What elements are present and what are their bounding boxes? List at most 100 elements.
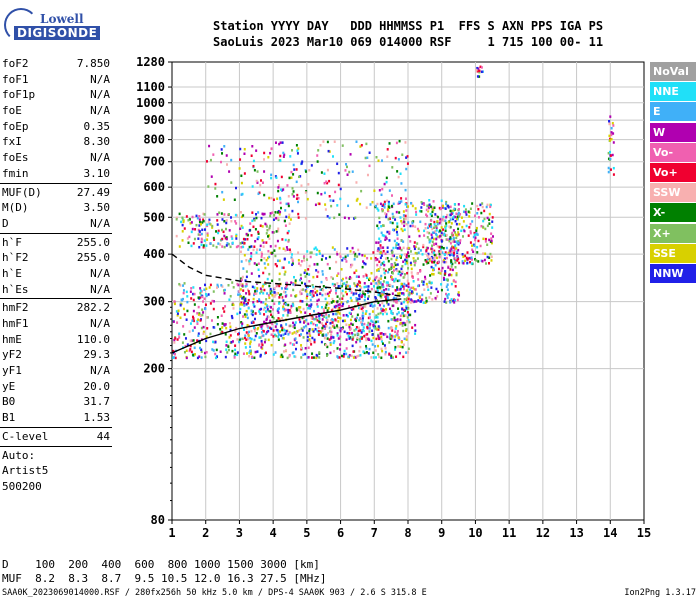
echo-point: [431, 240, 434, 244]
echo-point: [243, 304, 246, 307]
echo-point: [297, 258, 300, 262]
echo-point: [257, 268, 260, 272]
auto-scaling-text: Auto:: [2, 448, 36, 462]
echo-point: [261, 212, 264, 216]
echo-point: [380, 231, 383, 235]
echo-point: [184, 337, 187, 340]
echo-point: [190, 297, 193, 300]
echo-point: [203, 228, 206, 231]
echo-point: [225, 236, 228, 239]
echo-point: [345, 280, 348, 284]
echo-point: [450, 237, 453, 241]
echo-point: [405, 254, 408, 258]
echo-point: [610, 131, 613, 134]
echo-point: [196, 339, 199, 342]
echo-point: [310, 343, 313, 346]
echo-point: [436, 261, 439, 265]
echo-point: [393, 338, 396, 342]
echo-point: [215, 355, 218, 359]
echo-point: [259, 183, 262, 187]
echo-point: [281, 238, 284, 241]
echo-point: [380, 193, 383, 197]
echo-point: [439, 218, 442, 221]
echo-point: [384, 257, 387, 260]
echo-point: [444, 219, 447, 223]
echo-point: [409, 313, 412, 317]
echo-point: [367, 337, 370, 341]
echo-point: [430, 265, 433, 269]
echo-point: [403, 224, 406, 228]
echo-point: [345, 352, 348, 356]
echo-point: [259, 244, 262, 248]
echo-point: [250, 321, 253, 324]
echo-point: [263, 212, 266, 216]
echo-point: [385, 237, 388, 240]
echo-point: [609, 137, 612, 141]
echo-point: [200, 240, 203, 244]
echo-point: [238, 338, 241, 342]
echo-point: [426, 208, 429, 212]
echo-point: [334, 312, 337, 316]
echo-point: [325, 354, 328, 357]
echo-point: [311, 292, 314, 295]
echo-point: [393, 254, 396, 258]
echo-point: [225, 348, 228, 351]
echo-point: [299, 292, 302, 296]
param-value: N/A: [90, 216, 110, 230]
echo-point: [192, 319, 195, 323]
echo-point: [449, 225, 452, 229]
echo-point: [368, 347, 371, 351]
echo-point: [437, 260, 440, 264]
echo-point: [253, 329, 256, 333]
echo-point: [450, 273, 453, 277]
echo-point: [382, 285, 385, 289]
echo-point: [251, 185, 254, 188]
echo-point: [417, 247, 420, 250]
echo-point: [328, 195, 331, 198]
echo-point: [405, 167, 408, 171]
echo-point: [253, 305, 256, 308]
echo-point: [191, 315, 194, 319]
echo-point: [173, 302, 176, 306]
echo-point: [443, 253, 446, 257]
echo-point: [332, 300, 335, 303]
echo-point: [247, 290, 250, 293]
echo-point: [260, 251, 263, 254]
echo-point: [424, 258, 427, 262]
echo-point: [441, 206, 444, 209]
echo-point: [277, 186, 280, 189]
y-tick-label: 900: [143, 113, 165, 127]
echo-point: [269, 245, 272, 248]
echo-point: [348, 289, 351, 292]
echo-point: [246, 302, 249, 305]
echo-point: [407, 351, 410, 354]
echo-point: [178, 282, 181, 286]
echo-point: [418, 295, 421, 298]
echo-point: [277, 335, 280, 339]
echo-point: [359, 202, 362, 206]
param-label: h`F: [2, 235, 22, 249]
echo-point: [236, 282, 239, 286]
echo-point: [372, 323, 375, 327]
echo-point: [276, 292, 279, 295]
echo-point: [244, 336, 247, 340]
echo-point: [188, 218, 191, 221]
echo-point: [427, 206, 430, 210]
echo-point: [403, 282, 406, 286]
echo-point: [463, 229, 466, 233]
echo-point: [430, 281, 433, 285]
echo-point: [440, 199, 443, 202]
echo-point: [401, 345, 404, 349]
echo-point: [400, 302, 403, 305]
echo-point: [390, 311, 393, 315]
echo-point: [429, 292, 432, 295]
echo-point: [306, 294, 309, 298]
echo-point: [205, 315, 208, 319]
echo-point: [375, 314, 378, 317]
echo-point: [466, 251, 469, 254]
echo-point: [427, 261, 430, 265]
echo-point: [462, 220, 465, 223]
echo-point: [338, 303, 341, 306]
echo-point: [288, 216, 291, 219]
echo-point: [608, 122, 611, 126]
